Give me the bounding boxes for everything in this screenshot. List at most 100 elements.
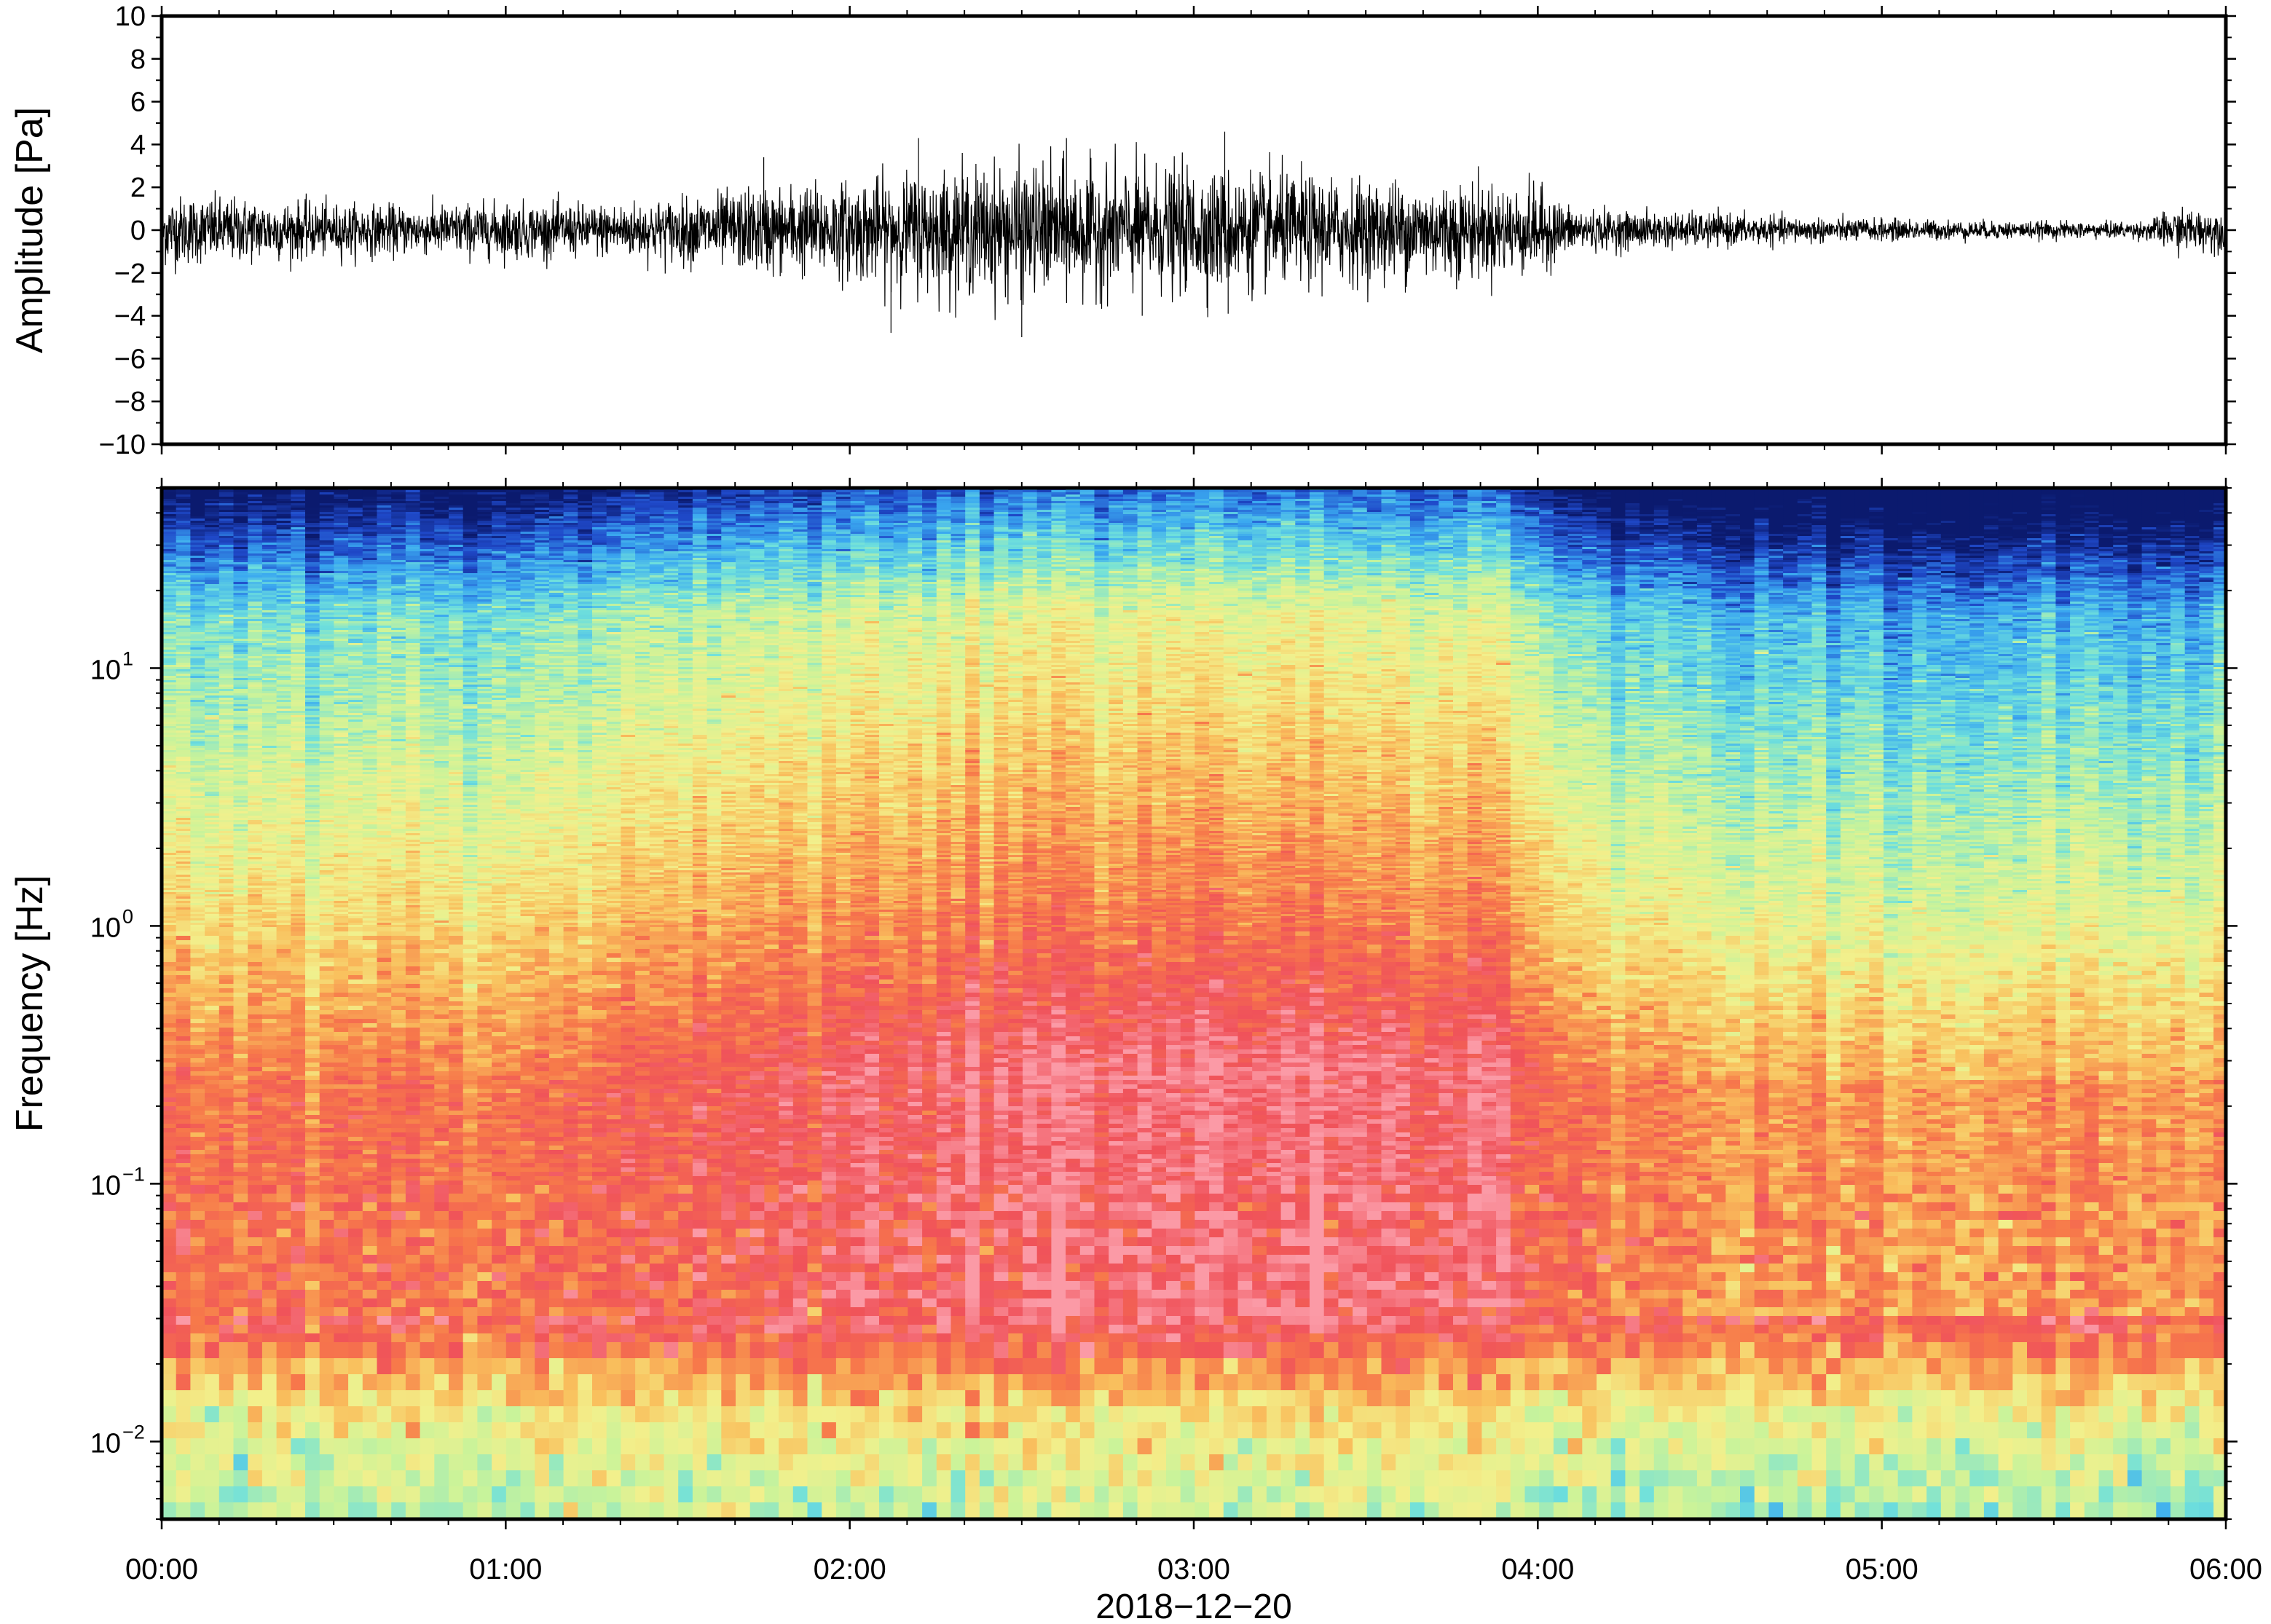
spectrogram-cell <box>219 1172 234 1177</box>
spectrogram-cell <box>219 855 234 858</box>
spectrogram-cell <box>234 892 248 895</box>
spectrogram-cell <box>291 796 305 799</box>
spectrogram-cell <box>219 578 234 580</box>
spectrogram-cell <box>205 586 219 589</box>
spectrogram-cell <box>162 886 176 888</box>
spectrogram-cell <box>277 1167 291 1172</box>
spectrogram-cell <box>262 1049 277 1055</box>
spectrogram-cell <box>305 693 320 696</box>
spectrogram-cell <box>205 907 219 910</box>
spectrogram-cell <box>162 650 176 653</box>
spectrogram-cell <box>320 761 334 764</box>
spectrogram-cell <box>262 754 277 757</box>
spectrogram-cell <box>320 1067 334 1072</box>
spectrogram-cell <box>277 953 291 958</box>
spectrogram-cell <box>320 713 334 716</box>
spectrogram-cell <box>277 562 291 565</box>
spectrogram-cell <box>234 713 248 716</box>
spectrogram-cell <box>305 715 320 718</box>
spectrogram-cell <box>248 1119 262 1124</box>
spectrogram-cell <box>262 647 277 650</box>
spectrogram-cell <box>305 532 320 535</box>
spectrogram-cell <box>248 1093 262 1098</box>
spectrogram-cell <box>305 730 320 733</box>
spectrogram-cell <box>219 514 234 517</box>
spectrogram-cell <box>262 492 277 495</box>
spectrogram-cell <box>320 597 334 600</box>
spectrogram-cell <box>162 516 176 519</box>
spectrogram-cell <box>320 523 334 526</box>
spectrogram-cell <box>176 674 191 677</box>
spectrogram-cell <box>305 706 320 709</box>
spectrogram-cell <box>190 534 205 537</box>
spectrogram-cell <box>176 545 191 548</box>
spectrogram-cell <box>176 1049 191 1055</box>
spectrogram-cell <box>277 763 291 766</box>
spectrogram-cell <box>190 573 205 576</box>
spectrogram-cell <box>248 1167 262 1172</box>
spectrogram-cell <box>190 1390 205 1407</box>
spectrogram-cell <box>277 785 291 788</box>
spectrogram-cell <box>234 862 248 864</box>
spectrogram-cell <box>176 822 191 825</box>
spectrogram-cell <box>205 606 219 609</box>
spectrogram-cell <box>334 709 348 712</box>
spectrogram-cell <box>320 1023 334 1028</box>
spectrogram-cell <box>277 1264 291 1273</box>
spectrogram-cell <box>262 1172 277 1177</box>
spectrogram-cell <box>305 1246 320 1256</box>
spectrogram-cell <box>305 813 320 816</box>
spectrogram-cell <box>305 564 320 567</box>
spectrogram-cell <box>234 776 248 779</box>
spectrogram-cell <box>205 1102 219 1107</box>
spectrogram-cell <box>262 1019 277 1024</box>
spectrogram-cell <box>334 619 348 622</box>
spectrogram-cell <box>162 1119 176 1124</box>
spectrogram-cell <box>305 641 320 644</box>
spectrogram-cell <box>190 870 205 873</box>
spectrogram-cell <box>219 757 234 760</box>
spectrogram-cell <box>190 584 205 587</box>
spectrogram-cell <box>190 1316 205 1325</box>
spectrogram-cell <box>176 879 191 882</box>
spectrogram-cell <box>234 1281 248 1290</box>
spectrogram-cell <box>176 737 191 740</box>
spectrogram-cell <box>320 1281 334 1290</box>
spectrogram-cell <box>334 741 348 744</box>
spectrogram-cell <box>234 676 248 679</box>
spectrogram-cell <box>305 560 320 563</box>
spectrogram-cell <box>277 765 291 768</box>
spectrogram-cell <box>277 698 291 701</box>
spectrogram-cell <box>219 752 234 755</box>
spectrogram-cell <box>190 1097 205 1103</box>
spectrogram-cell <box>277 759 291 762</box>
spectrogram-cell <box>291 665 305 668</box>
spectrogram-cell <box>262 962 277 967</box>
spectrogram-cell <box>190 921 205 923</box>
spectrogram-cell <box>262 713 277 716</box>
spectrogram-cell <box>205 615 219 618</box>
spectrogram-cell <box>176 785 191 788</box>
spectrogram-cell <box>234 796 248 799</box>
spectrogram-cell <box>248 702 262 705</box>
spectrogram-cell <box>205 1045 219 1050</box>
spectrogram-cell <box>262 1102 277 1107</box>
spectrogram-cell <box>219 497 234 500</box>
spectrogram-cell <box>162 1502 176 1519</box>
spectrogram-cell <box>162 811 176 814</box>
spectrogram-cell <box>262 604 277 607</box>
spectrogram-cell <box>205 715 219 718</box>
spectrogram-cell <box>162 752 176 755</box>
spectrogram-cell <box>162 610 176 613</box>
spectrogram-cell <box>262 691 277 694</box>
spectrogram-cell <box>277 903 291 906</box>
spectrogram-cell <box>305 1185 320 1194</box>
spectrogram-cell <box>190 575 205 578</box>
spectrogram-cell <box>291 1132 305 1138</box>
spectrogram-cell <box>162 654 176 657</box>
spectrogram-cell <box>190 726 205 729</box>
spectrogram-cell <box>277 792 291 795</box>
spectrogram-cell <box>234 512 248 515</box>
spectrogram-cell <box>291 851 305 854</box>
spectrogram-cell <box>291 608 305 611</box>
